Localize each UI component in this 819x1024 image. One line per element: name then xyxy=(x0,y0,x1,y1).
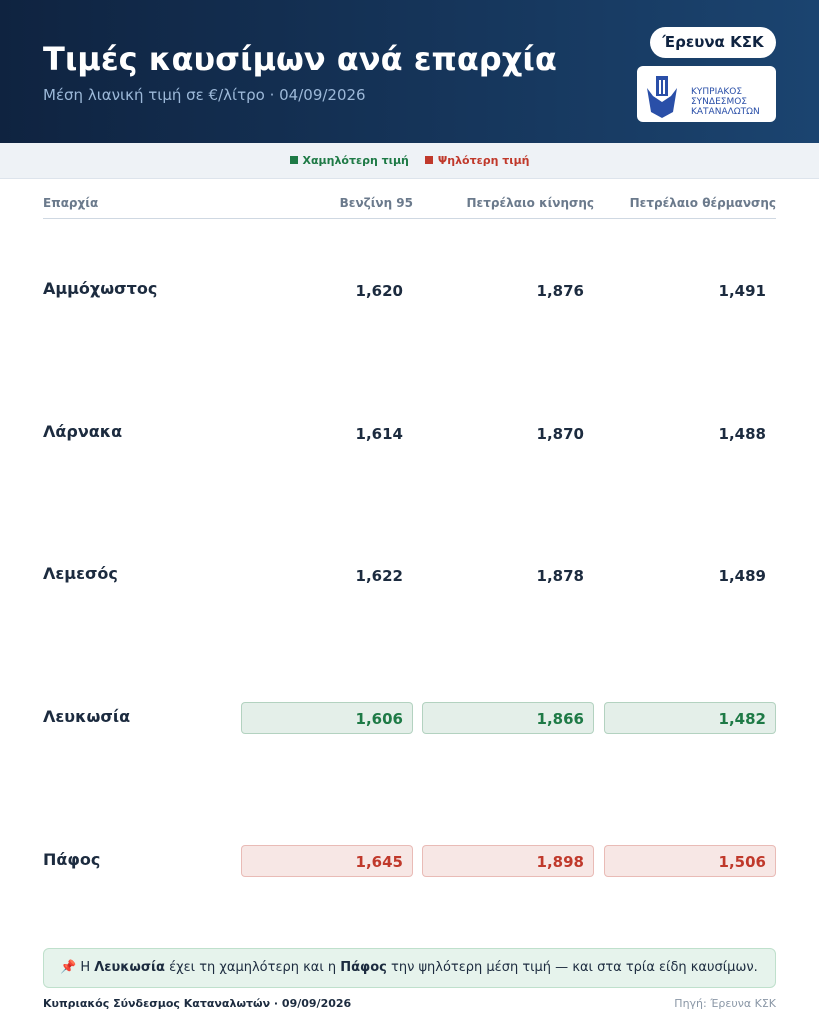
price-cell: 1,614 xyxy=(355,425,403,443)
row-name: Πάφος xyxy=(43,850,101,869)
price-cell: 1,622 xyxy=(355,567,403,585)
column-header: Επαρχία xyxy=(43,196,99,210)
note-text: 📌 Η xyxy=(60,960,95,975)
logo-line: ΣΥΝΔΕΣΜΟΣ xyxy=(691,97,747,107)
legend-swatch xyxy=(289,156,298,164)
legend-label: Ψηλότερη τιμή xyxy=(437,154,530,167)
price-cell: 1,606 xyxy=(241,702,413,734)
note-text: Λευκωσία xyxy=(94,960,165,975)
legend: Χαμηλότερη τιμή Ψηλότερη τιμή xyxy=(0,143,819,179)
logo-line: ΚΥΠΡΙΑΚΟΣ xyxy=(691,87,743,97)
price-cell: 1,898 xyxy=(422,845,594,877)
badge: Έρευνα ΚΣΚ xyxy=(650,27,776,58)
note-text: την ψηλότερη μέση τιμή — και στα τρία εί… xyxy=(386,960,758,975)
row-name: Λευκωσία xyxy=(43,707,131,726)
price-cell: 1,645 xyxy=(241,845,413,877)
column-header: Βενζίνη 95 xyxy=(339,196,413,210)
price-cell: 1,488 xyxy=(718,425,766,443)
legend-item: Ψηλότερη τιμή xyxy=(424,154,530,167)
price-cell: 1,489 xyxy=(718,567,766,585)
footer-right: Πηγή: Έρευνα ΚΣΚ xyxy=(674,997,776,1010)
header-rule xyxy=(43,218,776,219)
note: 📌 Η Λευκωσία έχει τη χαμηλότερη και η Πά… xyxy=(43,948,776,988)
title: Τιμές καυσίμων ανά επαρχία xyxy=(43,40,557,78)
note-text: έχει τη χαμηλότερη και η xyxy=(164,960,341,975)
row-name: Λεμεσός xyxy=(43,564,118,583)
legend-label: Χαμηλότερη τιμή xyxy=(302,154,409,167)
subtitle: Μέση λιανική τιμή σε €/λίτρο · 04/09/202… xyxy=(43,86,366,104)
price-cell: 1,620 xyxy=(355,282,403,300)
price-cell: 1,878 xyxy=(536,567,584,585)
footer-left: Κυπριακός Σύνδεσμος Καταναλωτών · 09/09/… xyxy=(43,997,352,1010)
legend-swatch xyxy=(424,156,433,164)
note-text: Πάφος xyxy=(340,960,387,975)
price-cell: 1,876 xyxy=(536,282,584,300)
price-cell: 1,870 xyxy=(536,425,584,443)
logo-text: ΚΥΠΡΙΑΚΟΣ ΣΥΝΔΕΣΜΟΣ ΚΑΤΑΝΑΛΩΤΩΝ xyxy=(691,87,760,117)
logo-line: ΚΑΤΑΝΑΛΩΤΩΝ xyxy=(691,107,760,117)
row-name: Λάρνακα xyxy=(43,422,123,441)
legend-item: Χαμηλότερη τιμή xyxy=(289,154,409,167)
price-cell: 1,506 xyxy=(604,845,776,877)
price-cell: 1,491 xyxy=(718,282,766,300)
price-cell: 1,866 xyxy=(422,702,594,734)
price-cell: 1,482 xyxy=(604,702,776,734)
column-header: Πετρέλαιο θέρμανσης xyxy=(629,196,776,210)
logo xyxy=(637,66,776,122)
column-header: Πετρέλαιο κίνησης xyxy=(466,196,594,210)
row-name: Αμμόχωστος xyxy=(43,279,158,298)
logo-icon xyxy=(647,76,677,118)
